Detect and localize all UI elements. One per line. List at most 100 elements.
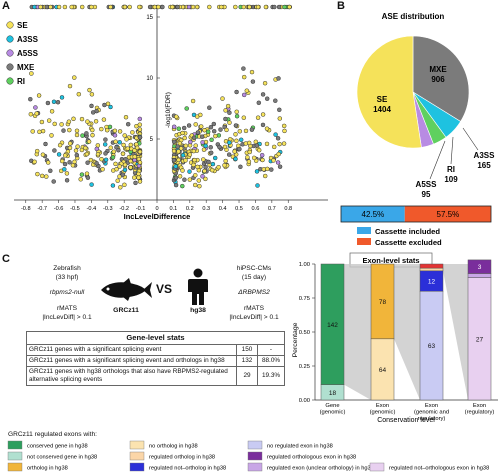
- volcano-point: [224, 127, 229, 133]
- bottom-legend-label: regulated not–ortholog in hg38: [149, 466, 226, 472]
- exon-connector-band: [394, 264, 420, 400]
- volcano-point: [49, 133, 54, 138]
- volcano-point: [184, 106, 189, 111]
- volcano-point: [79, 4, 85, 10]
- volcano-point: [201, 147, 207, 152]
- volcano-point: [198, 112, 203, 118]
- volcano-point: [38, 4, 43, 10]
- volcano-point: [33, 105, 38, 110]
- legend-dot-mxe: [6, 63, 14, 71]
- volcano-point: [85, 160, 90, 165]
- volcano-point: [223, 158, 228, 164]
- volcano-point: [125, 146, 130, 151]
- y-tick-label: 10: [146, 76, 153, 82]
- panel-label-b: B: [337, 0, 345, 12]
- volcano-point: [273, 98, 278, 103]
- human-stage: (15 day): [241, 274, 267, 281]
- volcano-point: [222, 144, 228, 150]
- volcano-point: [173, 164, 178, 169]
- volcano-point: [227, 110, 232, 115]
- volcano-point: [212, 155, 218, 161]
- volcano-point: [59, 158, 65, 164]
- volcano-point: [262, 80, 268, 86]
- table-cell-count: 29: [236, 366, 258, 386]
- y-tick-label: 5: [150, 137, 154, 143]
- volcano-point: [260, 92, 266, 97]
- table-cell-text: GRCz11 genes with a significant splicing…: [26, 344, 237, 356]
- volcano-point: [78, 177, 83, 182]
- volcano-point: [30, 129, 35, 134]
- legend-dot-a3ss: [6, 35, 14, 43]
- x-tick-label: 0.4: [219, 206, 227, 212]
- volcano-point: [61, 128, 66, 133]
- volcano-point: [183, 143, 189, 149]
- cassette-legend-label: Cassette excluded: [375, 238, 442, 247]
- volcano-point: [203, 143, 208, 149]
- volcano-point: [111, 149, 117, 154]
- volcano-point: [192, 182, 198, 188]
- volcano-point: [251, 155, 257, 161]
- volcano-point: [208, 124, 214, 130]
- cassette-legend-swatch: [357, 238, 371, 245]
- table-title: Gene-level stats: [26, 331, 285, 345]
- volcano-point: [67, 141, 73, 146]
- volcano-point: [51, 99, 57, 105]
- zebrafish-block: Zebrafish (33 hpf): [32, 264, 102, 282]
- volcano-point: [275, 136, 281, 141]
- volcano-point: [207, 4, 212, 10]
- volcano-point: [62, 4, 68, 10]
- cassette-bar: 42.5% 57.5% Cassette included Cassette excl…: [340, 205, 492, 247]
- cassette-included-label: 42.5%: [362, 210, 385, 219]
- volcano-point: [44, 4, 50, 10]
- volcano-point: [198, 124, 204, 129]
- volcano-point: [72, 75, 77, 80]
- volcano-point: [276, 4, 282, 10]
- volcano-point: [118, 185, 123, 190]
- pie-se-value: 1404: [373, 105, 391, 114]
- volcano-point: [67, 83, 73, 89]
- volcano-point: [180, 168, 185, 173]
- volcano-point: [40, 152, 46, 157]
- volcano-point: [95, 151, 101, 157]
- volcano-point: [249, 69, 255, 75]
- volcano-point: [205, 129, 211, 135]
- volcano-point: [208, 145, 213, 150]
- pie-a3ss-value: 165: [477, 161, 491, 170]
- legend-label-a5ss: A5SS: [17, 49, 39, 58]
- bottom-legend-swatch: [247, 451, 263, 461]
- pie-a5ss-label: A5SS: [416, 180, 438, 189]
- volcano-point: [36, 93, 42, 98]
- bottom-legend-swatch: [7, 440, 23, 450]
- volcano-point: [246, 140, 252, 146]
- volcano-point: [206, 159, 211, 165]
- volcano-point: [275, 160, 281, 165]
- volcano-point: [193, 122, 198, 127]
- volcano-point: [55, 99, 61, 105]
- x-tick-label: 0.7: [268, 206, 276, 212]
- volcano-point: [200, 140, 205, 145]
- human-block: hiPSC-CMs (15 day): [222, 264, 286, 282]
- volcano-point: [90, 127, 95, 133]
- zebrafish-icon: [101, 278, 152, 301]
- volcano-point: [84, 131, 89, 136]
- legend-dot-a5ss: [6, 49, 14, 57]
- volcano-point: [59, 95, 65, 100]
- volcano-point: [177, 141, 183, 146]
- zebrafish-method-block: rMATS |IncLevDiff| > 0.1: [32, 304, 102, 322]
- volcano-point: [110, 183, 116, 188]
- volcano-point: [187, 177, 193, 182]
- volcano-point: [277, 164, 283, 169]
- exon-bar-label: 12: [428, 279, 436, 286]
- volcano-point: [49, 109, 55, 114]
- exon-y-tick-label: 0.00: [299, 398, 310, 404]
- volcano-point: [46, 118, 52, 123]
- volcano-point: [216, 164, 221, 170]
- volcano-point: [137, 135, 143, 140]
- pie-a3ss-label: A3SS: [474, 151, 496, 160]
- volcano-point: [195, 164, 200, 170]
- volcano-point: [246, 159, 252, 164]
- volcano-point: [28, 96, 33, 102]
- volcano-point: [79, 147, 85, 153]
- volcano-point: [74, 152, 80, 158]
- exon-chart-title: Exon-level stats: [362, 256, 419, 265]
